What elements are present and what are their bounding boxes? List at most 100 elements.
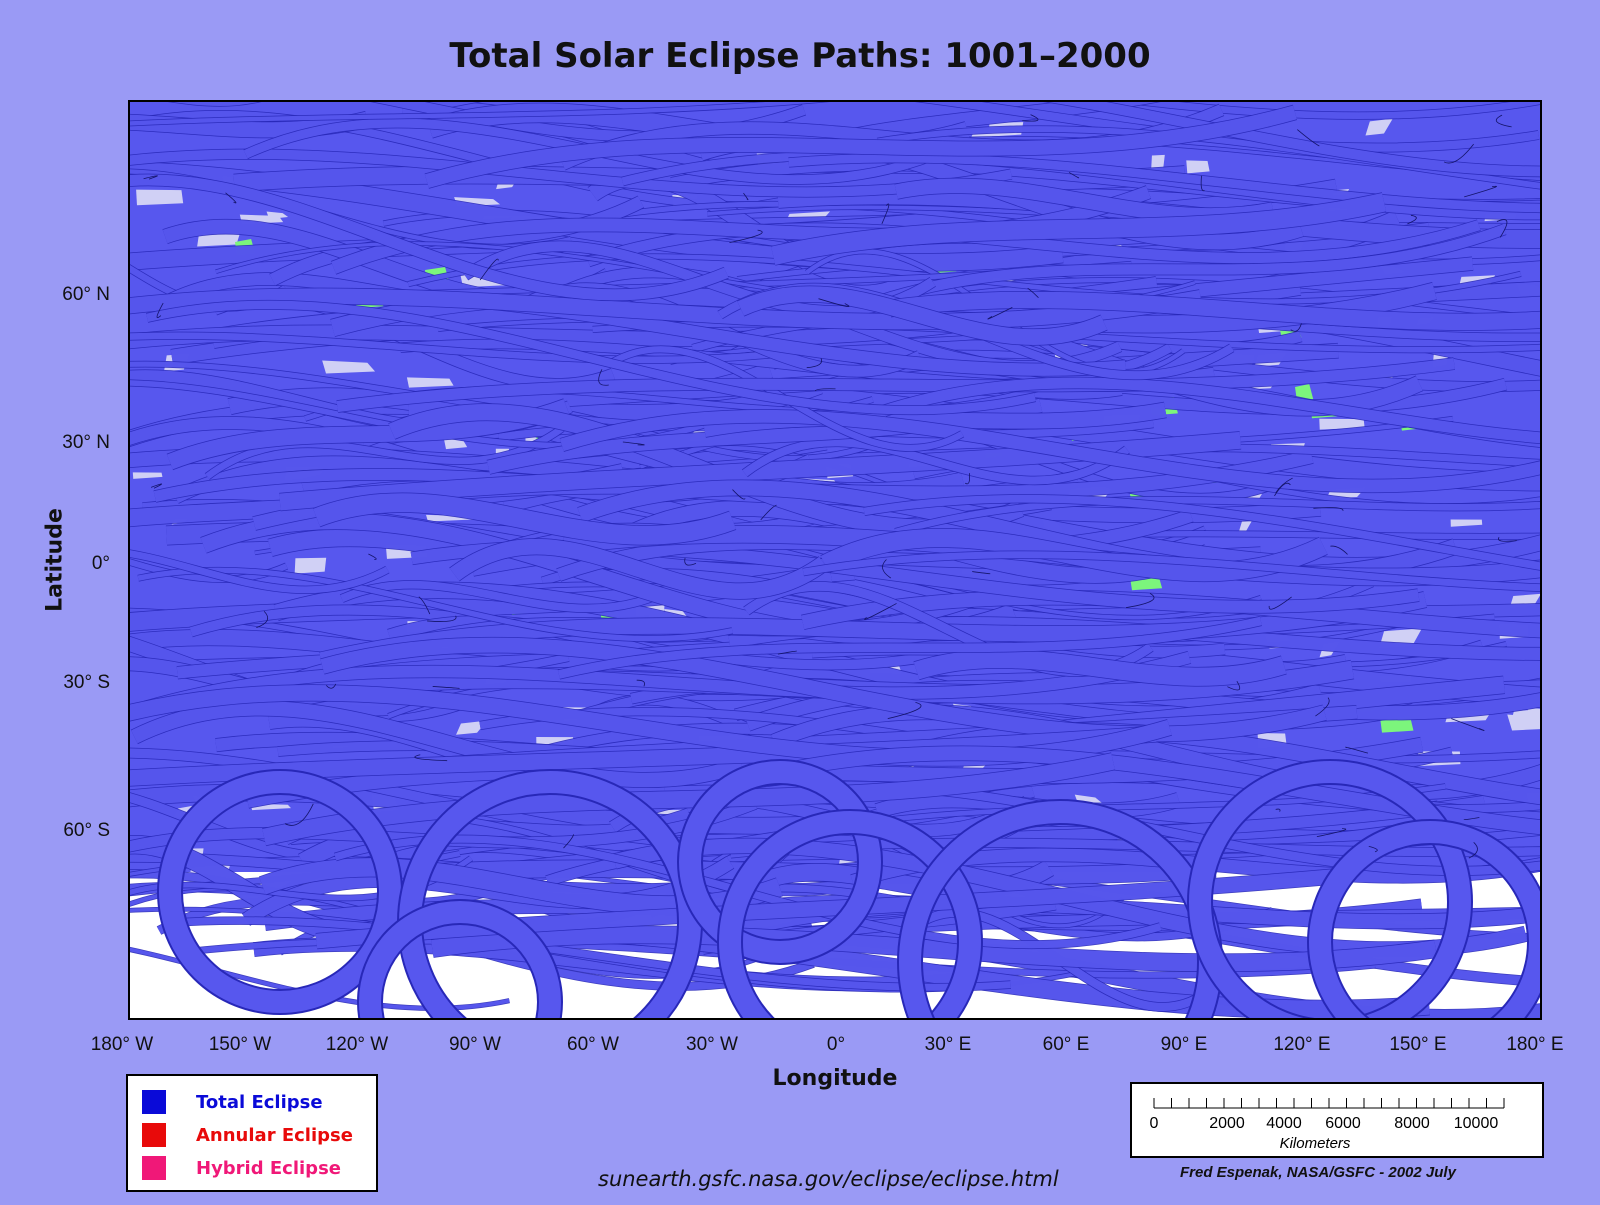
uncovered-gap — [406, 377, 454, 388]
eclipse-path — [205, 425, 565, 480]
eclipse-path — [920, 102, 1540, 152]
eclipse-path — [431, 926, 1437, 972]
eclipse-path — [1116, 102, 1540, 119]
eclipse-path — [130, 102, 822, 126]
uncovered-gap — [1319, 418, 1365, 430]
lon-tick-90w: 90° W — [449, 1034, 501, 1055]
eclipse-map — [128, 100, 1542, 1020]
coastline-trace — [1316, 828, 1347, 838]
coastline-trace — [143, 175, 158, 180]
coastline-trace — [1274, 482, 1291, 497]
legend-label-total: Total Eclipse — [196, 1091, 323, 1113]
eclipse-path — [137, 567, 733, 642]
eclipse-path — [449, 538, 829, 599]
lon-tick-90e: 90° E — [1160, 1034, 1208, 1055]
eclipse-path — [130, 332, 811, 364]
lon-tick-60w: 60° W — [567, 1034, 619, 1055]
coastline-trace — [256, 610, 269, 628]
coastline-trace — [1200, 175, 1205, 192]
lon-tick-120w: 120° W — [325, 1034, 389, 1055]
eclipse-path — [788, 153, 1540, 213]
coastline-trace — [1275, 808, 1281, 812]
legend-swatch-annular — [142, 1123, 166, 1147]
coastline-trace — [225, 192, 237, 204]
eclipse-path — [621, 151, 1540, 220]
legend-item-total: Total Eclipse — [142, 1090, 323, 1114]
eclipse-path — [313, 493, 736, 545]
uncovered-gap — [1450, 519, 1483, 527]
coastline-trace — [684, 558, 697, 566]
eclipse-path — [913, 649, 1287, 686]
coastline-trace — [743, 192, 749, 201]
polar-eclipse-arc — [719, 811, 981, 1018]
coastline-trace — [1330, 545, 1348, 555]
lat-tick-60n: 60° N — [62, 284, 110, 305]
eclipse-path — [146, 300, 1036, 415]
scale-label-10000: 10000 — [1454, 1115, 1499, 1132]
uncovered-gap — [456, 720, 487, 735]
lat-tick-0: 0° — [91, 553, 110, 574]
eclipse-path — [336, 358, 1455, 413]
polar-eclipse-arc — [679, 761, 881, 963]
uncovered-gap — [197, 233, 240, 247]
uncovered-gap — [1511, 709, 1540, 722]
eclipse-path — [801, 590, 1540, 638]
lon-tick-180e: 180° E — [1506, 1034, 1564, 1055]
eclipse-path — [771, 193, 1387, 265]
coastline-trace — [1451, 718, 1485, 731]
coastline-trace — [1443, 143, 1474, 164]
coastline-trace — [1027, 287, 1039, 298]
legend-swatch-hybrid — [142, 1156, 166, 1180]
coastline-trace — [1313, 507, 1344, 511]
coastline-trace — [972, 571, 991, 575]
eclipse-paths-svg — [130, 102, 1540, 1018]
coastline-trace — [729, 229, 763, 243]
coastline-trace — [150, 483, 162, 489]
uncovered-gap — [294, 557, 327, 574]
coastline-trace — [1268, 596, 1292, 610]
eclipse-path — [752, 746, 1540, 835]
lat-tick-30n: 30° N — [62, 432, 110, 453]
coastline-trace — [1227, 681, 1241, 691]
coastline-trace — [432, 686, 460, 689]
coastline-trace — [1315, 697, 1330, 717]
map-title: Total Solar Eclipse Paths: 1001–2000 — [449, 36, 1151, 76]
uncovered-gap — [322, 360, 376, 374]
coastline-trace — [1498, 537, 1517, 542]
coastline-trace — [479, 258, 499, 281]
legend-swatch-total — [142, 1090, 166, 1114]
coastline-trace — [156, 302, 164, 319]
eclipse-path — [130, 550, 390, 594]
lon-tick-150e: 150° E — [1389, 1034, 1447, 1055]
eclipse-path — [130, 149, 1013, 197]
lat-tick-60s: 60° S — [63, 820, 110, 841]
eclipse-path — [737, 286, 1108, 346]
eclipse-path — [130, 726, 1157, 786]
uncovered-gap — [136, 189, 184, 206]
uncovered-land-gap — [1295, 384, 1314, 402]
eclipse-path — [163, 917, 1011, 991]
eclipse-path — [802, 551, 1540, 592]
coastline-trace — [368, 553, 377, 560]
legend: Total Eclipse Annular Eclipse Hybrid Ecl… — [126, 1074, 378, 1192]
coastline-trace — [1468, 842, 1478, 859]
coastline-trace — [1290, 323, 1302, 332]
scale-unit-label: Kilometers — [1280, 1135, 1351, 1152]
coastline-trace — [818, 298, 850, 307]
uncovered-gap — [1186, 160, 1210, 174]
coastline-trace — [1297, 129, 1320, 147]
coastline-trace — [814, 388, 836, 392]
coastline-trace — [418, 596, 431, 615]
lon-tick-150w: 150° W — [208, 1034, 272, 1055]
coastline-trace — [806, 358, 823, 369]
legend-label-hybrid: Hybrid Eclipse — [196, 1157, 341, 1179]
uncovered-gap — [1365, 118, 1393, 136]
coastline-trace — [1463, 817, 1480, 821]
polar-eclipse-arc — [359, 901, 561, 1018]
eclipse-path — [894, 496, 1540, 536]
coastline-trace — [1407, 214, 1417, 225]
eclipse-path — [882, 377, 1540, 444]
eclipse-path — [742, 438, 1130, 485]
coastline-trace — [1345, 746, 1369, 754]
coastline-trace — [1125, 593, 1155, 609]
